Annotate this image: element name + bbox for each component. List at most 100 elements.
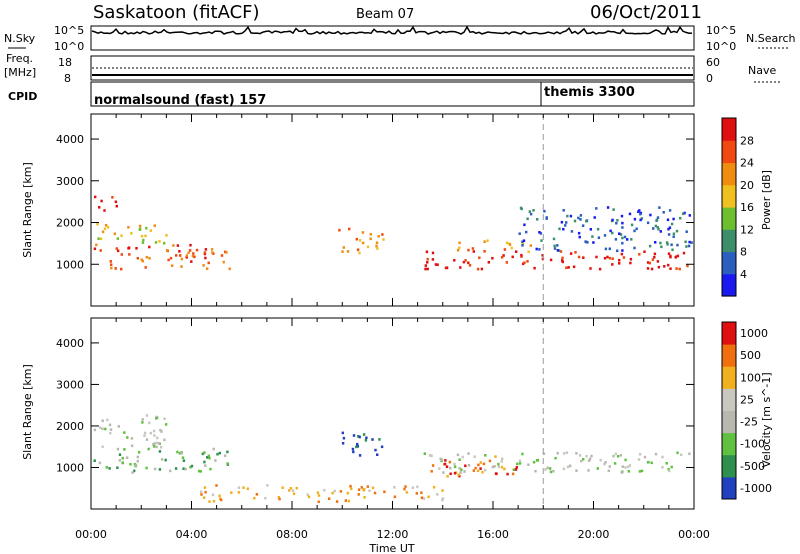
heatmap-cell	[216, 452, 219, 456]
heatmap-cell	[352, 450, 355, 454]
heatmap-cell	[629, 261, 632, 265]
heatmap-cell	[667, 233, 671, 236]
heatmap-cell	[592, 241, 595, 244]
heatmap-cell	[138, 224, 142, 228]
colorbar-swatch	[722, 229, 736, 253]
heatmap-cell	[405, 491, 409, 494]
heatmap-cell	[627, 465, 630, 469]
heatmap-cell	[103, 209, 106, 212]
heatmap-cell	[480, 267, 484, 271]
heatmap-cell	[357, 493, 360, 496]
heatmap-cell	[152, 445, 156, 448]
heatmap-cell	[141, 241, 145, 244]
y-tick-label: 2000	[56, 217, 84, 230]
heatmap-cell	[171, 264, 174, 267]
heatmap-cell	[153, 467, 157, 471]
heatmap-cell	[155, 417, 158, 420]
heatmap-cell	[253, 496, 256, 500]
heatmap-cell	[646, 261, 650, 264]
heatmap-cell	[535, 459, 539, 462]
heatmap-cell	[264, 496, 267, 500]
heatmap-cell	[688, 452, 691, 456]
heatmap-cell	[453, 462, 456, 466]
heatmap-cell	[604, 461, 607, 464]
colorbar-tick-label: 16	[740, 201, 754, 214]
heatmap-cell	[226, 462, 229, 465]
heatmap-cell	[133, 469, 136, 473]
heatmap-cell	[358, 454, 362, 457]
colorbar-swatch	[722, 410, 736, 434]
heatmap-cell	[627, 470, 630, 473]
heatmap-cell	[656, 226, 659, 229]
heatmap-cell	[474, 466, 477, 470]
heatmap-cell	[549, 470, 553, 474]
heatmap-cell	[211, 251, 214, 254]
heatmap-cell	[118, 453, 122, 456]
heatmap-cell	[178, 250, 181, 253]
heatmap-cell	[665, 462, 668, 465]
heatmap-cell	[185, 256, 188, 259]
heatmap-cell	[521, 244, 524, 247]
heatmap-cell	[515, 250, 518, 253]
heatmap-cell	[562, 209, 565, 212]
heatmap-cell	[197, 469, 201, 473]
heatmap-cell	[533, 266, 536, 270]
heatmap-cell	[534, 469, 537, 473]
heatmap-cell	[667, 468, 670, 471]
heatmap-cell	[525, 230, 528, 234]
heatmap-cell	[603, 256, 607, 260]
heatmap-cell	[660, 245, 663, 249]
heatmap-cell	[348, 227, 351, 231]
heatmap-cell	[152, 429, 156, 433]
colorbar-swatch	[722, 344, 736, 367]
heatmap-cell	[614, 452, 618, 456]
heatmap-cell	[306, 493, 309, 496]
heatmap-cell	[574, 251, 577, 254]
heatmap-cell	[366, 485, 369, 488]
heatmap-cell	[281, 486, 284, 489]
heatmap-cell	[434, 263, 438, 266]
heatmap-cell	[667, 252, 671, 255]
heatmap-cell	[381, 233, 384, 236]
heatmap-cell	[375, 244, 378, 248]
heatmap-cell	[204, 248, 208, 251]
heatmap-cell	[621, 236, 624, 240]
heatmap-cell	[648, 261, 651, 265]
heatmap-cell	[683, 211, 686, 215]
colorbar-swatch	[722, 273, 736, 297]
heatmap-cell	[380, 445, 384, 449]
heatmap-cell	[366, 245, 370, 249]
heatmap-cell	[446, 475, 449, 478]
heatmap-cell	[145, 255, 148, 259]
heatmap-cell	[670, 222, 674, 226]
heatmap-cell	[355, 237, 358, 241]
colorbar-swatch	[722, 322, 736, 345]
heatmap-cell	[158, 450, 162, 453]
heatmap-cell	[145, 466, 148, 470]
heatmap-cell	[453, 465, 457, 469]
heatmap-cell	[436, 493, 439, 496]
heatmap-cell	[371, 486, 375, 490]
heatmap-cell	[478, 256, 481, 260]
heatmap-cell	[545, 216, 548, 219]
heatmap-cell	[442, 471, 445, 474]
heatmap-cell	[152, 442, 155, 446]
heatmap-cell	[595, 255, 598, 259]
heatmap-cell	[441, 489, 444, 492]
heatmap-cell	[169, 469, 172, 473]
colorbar-tick-label: -1000	[740, 482, 772, 495]
heatmap-cell	[587, 469, 590, 472]
heatmap-cell	[577, 255, 581, 259]
heatmap-cell	[188, 249, 192, 252]
heatmap-cell	[142, 238, 145, 242]
heatmap-cell	[666, 218, 670, 222]
heatmap-cell	[148, 245, 151, 249]
heatmap-cell	[666, 243, 669, 246]
heatmap-cell	[164, 423, 168, 426]
colorbar-tick-label: 20	[740, 179, 754, 192]
heatmap-cell	[155, 441, 158, 445]
heatmap-cell	[449, 466, 452, 470]
colorbar-swatch	[722, 454, 736, 478]
heatmap-cell	[131, 471, 134, 474]
